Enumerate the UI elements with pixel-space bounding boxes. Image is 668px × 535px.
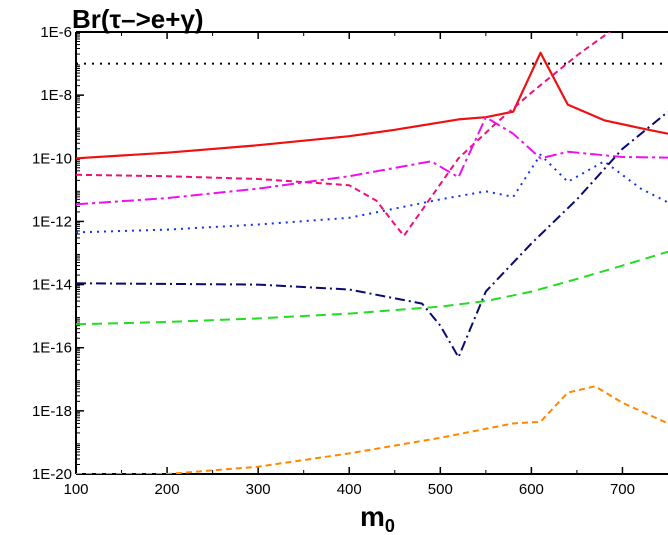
x-tick-label: 600 (519, 481, 544, 498)
series-line-6 (76, 110, 668, 359)
series-line-5 (76, 153, 668, 234)
series-line-3 (76, 32, 612, 237)
y-tick-label: 1E-20 (32, 466, 72, 483)
series-line-2 (76, 51, 668, 160)
x-tick-label: 300 (246, 481, 271, 498)
x-axis-label-main: m (360, 501, 385, 532)
series-line-8 (76, 385, 668, 474)
series-line-7 (76, 250, 668, 326)
x-tick-label: 200 (155, 481, 180, 498)
tick-labels: 100 200 300 400 500 600 700 1E-6 1E-8 1E-10 1E-12 1… (32, 24, 635, 498)
y-tick-label: 1E-16 (32, 340, 72, 357)
series-line-4 (76, 116, 668, 206)
y-tick-label: 1E-6 (40, 24, 72, 41)
y-tick-label: 1E-14 (32, 277, 72, 294)
series-group (76, 32, 668, 474)
x-tick-label: 500 (428, 481, 453, 498)
x-tick-label: 400 (337, 481, 362, 498)
x-tick-label: 100 (63, 481, 88, 498)
x-tick-label: 700 (610, 481, 635, 498)
y-tick-label: 1E-10 (32, 150, 72, 167)
x-axis-label: m0 (360, 501, 395, 535)
y-tick-label: 1E-18 (32, 403, 72, 420)
x-axis-label-sub: 0 (385, 516, 395, 535)
axes (75, 31, 668, 475)
chart-title: Br(τ–>e+γ) (72, 4, 204, 34)
y-tick-label: 1E-12 (32, 213, 72, 230)
y-tick-label: 1E-8 (40, 87, 72, 104)
